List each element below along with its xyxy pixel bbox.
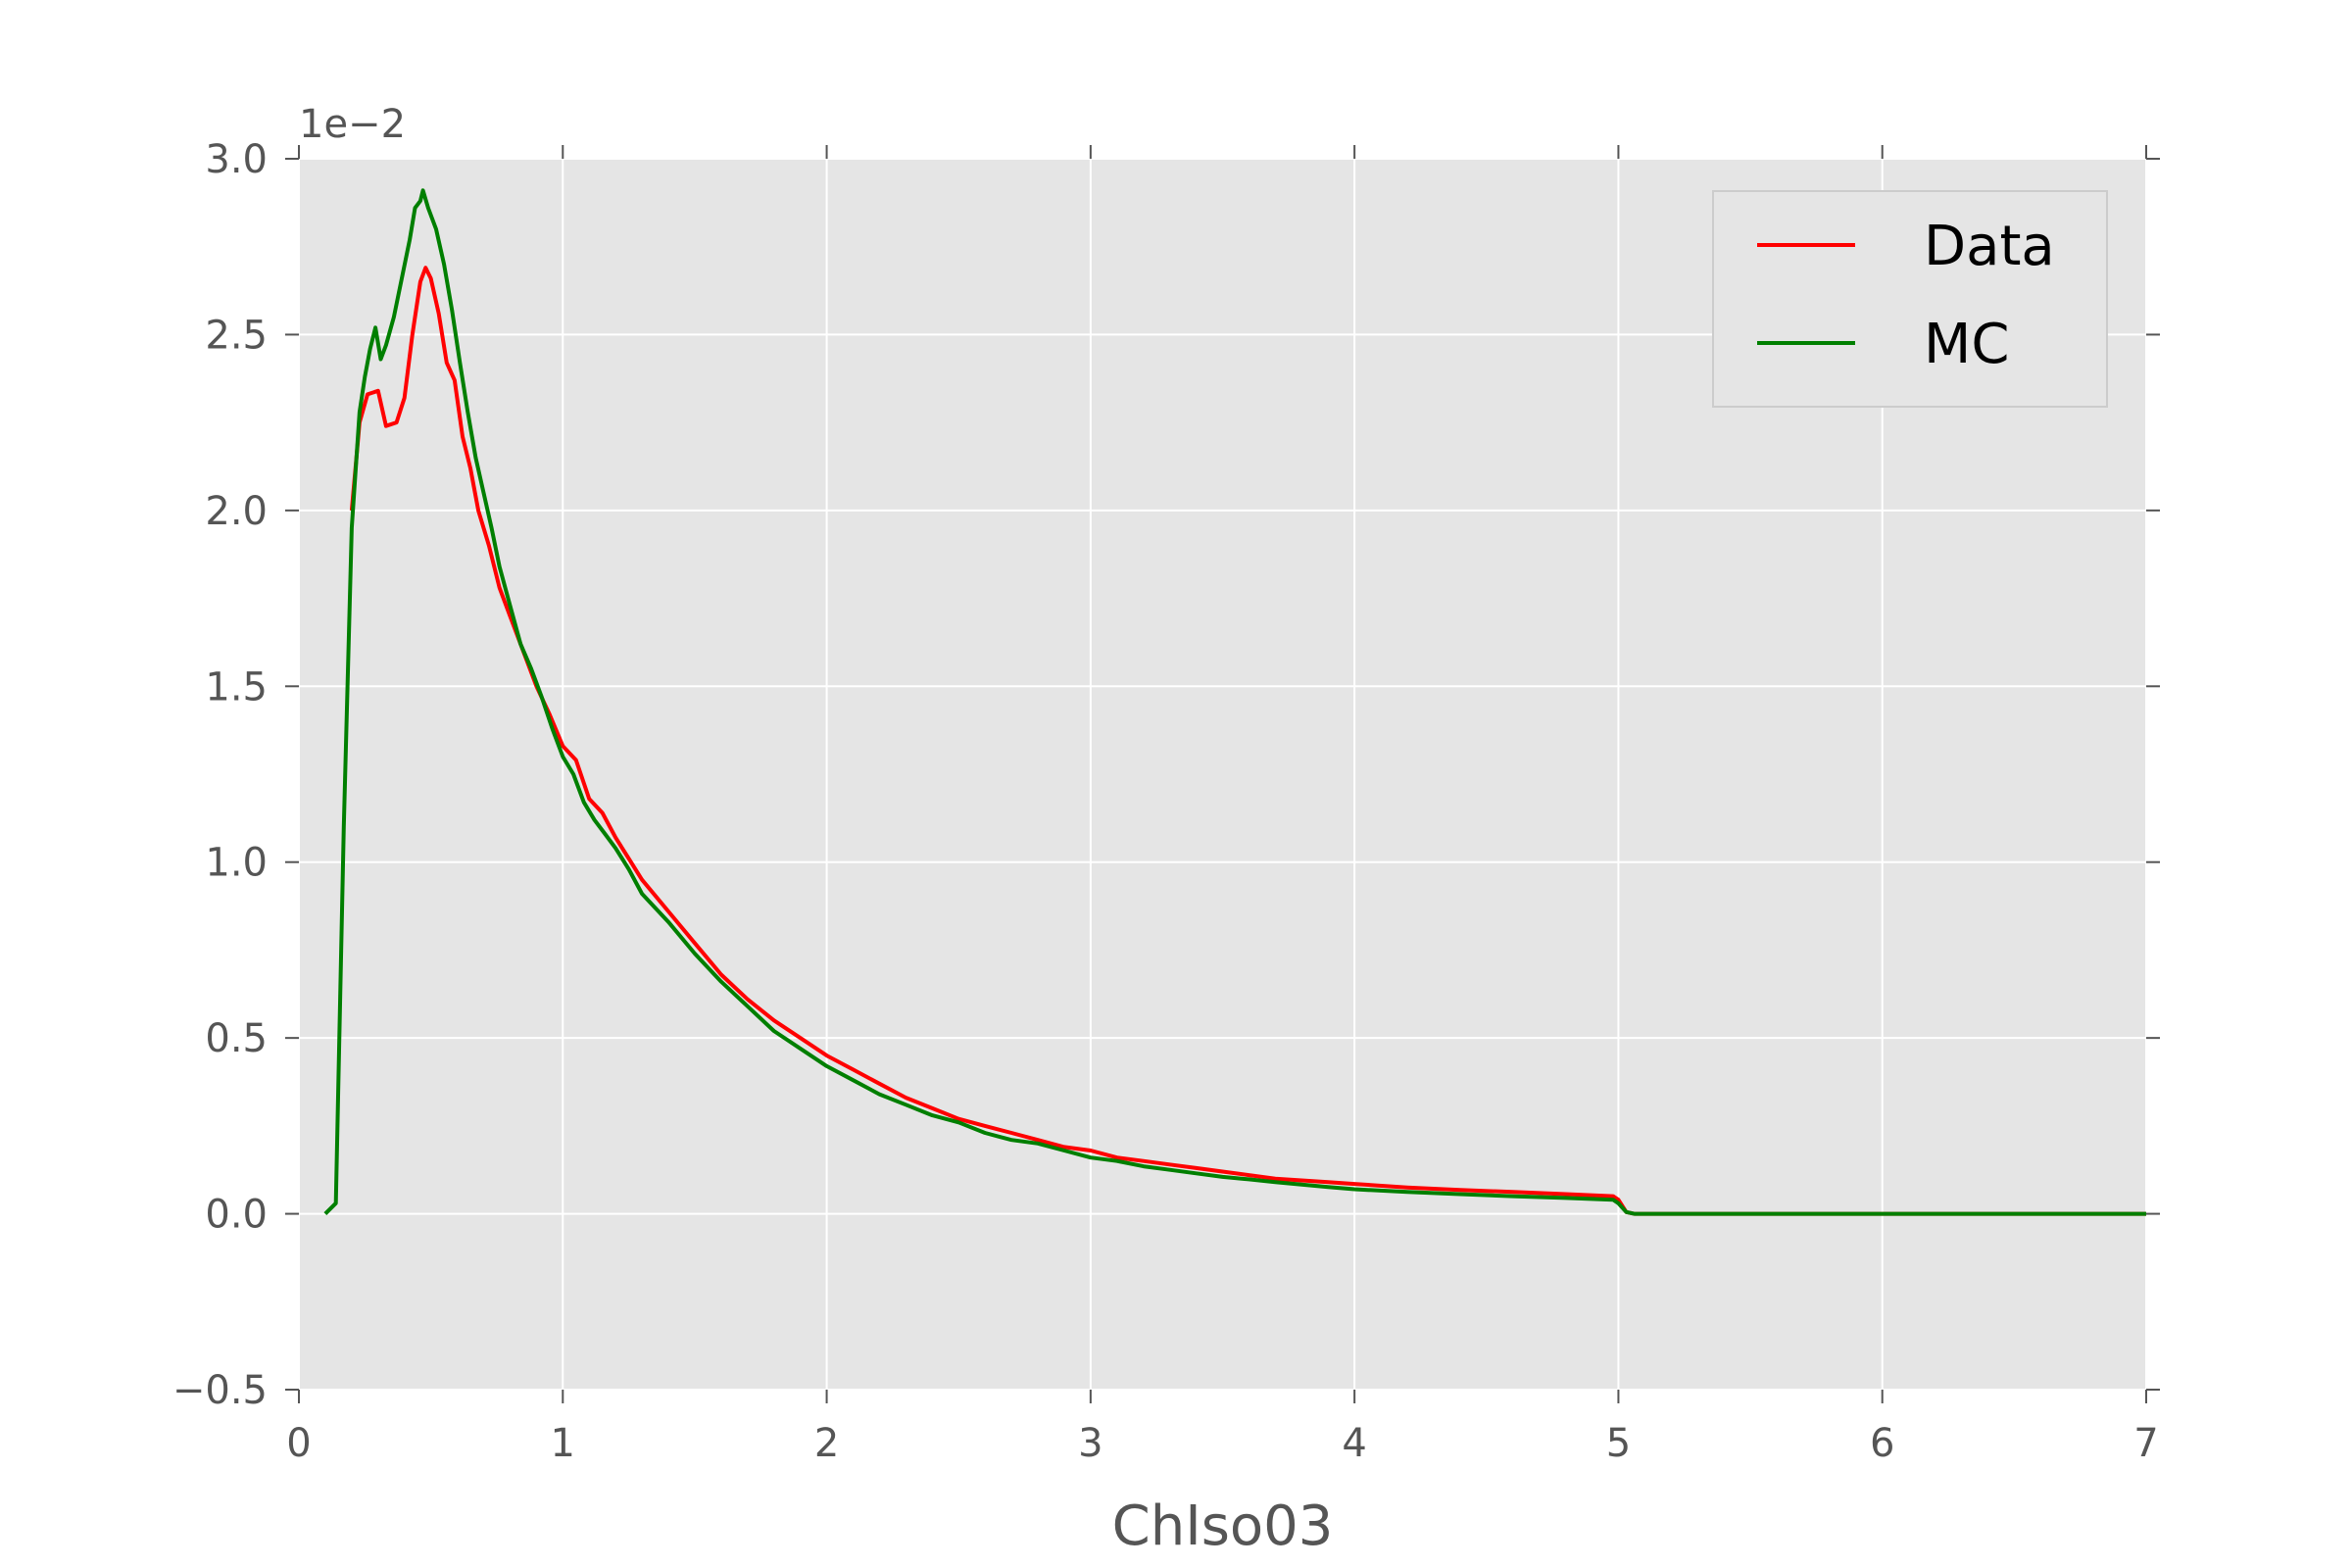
x-tick-label: 5 bbox=[1606, 1421, 1631, 1466]
y-tick-label: 1.5 bbox=[205, 664, 268, 710]
y-tick-label: 0.0 bbox=[205, 1193, 268, 1238]
x-tick-label: 3 bbox=[1078, 1421, 1102, 1466]
grid bbox=[298, 158, 2147, 1391]
y-tick-label: 3.0 bbox=[205, 137, 268, 182]
y-tick-label: 1.0 bbox=[205, 841, 268, 886]
x-tick-label: 7 bbox=[2133, 1421, 2158, 1466]
legend-label-data: Data bbox=[1924, 215, 2055, 278]
x-tick-label: 1 bbox=[551, 1421, 575, 1466]
y-tick-label: 2.5 bbox=[205, 313, 268, 358]
y-tick-label: 2.0 bbox=[205, 489, 268, 534]
x-axis-title: ChIso03 bbox=[1112, 1494, 1334, 1558]
y-offset-label: 1e−2 bbox=[299, 102, 406, 147]
legend-label-mc: MC bbox=[1924, 313, 2009, 376]
y-tick-label: −0.5 bbox=[172, 1368, 268, 1413]
x-tick-label: 4 bbox=[1342, 1421, 1366, 1466]
series-lines bbox=[323, 188, 2146, 1216]
series-line-data bbox=[349, 266, 2146, 1216]
legend-box bbox=[1712, 190, 2108, 408]
x-tick-label: 0 bbox=[286, 1421, 311, 1466]
legend: Data MC bbox=[1712, 190, 2108, 408]
axis-ticks bbox=[285, 145, 2160, 1403]
series-line-mc bbox=[323, 188, 2146, 1216]
x-tick-label: 2 bbox=[814, 1421, 839, 1466]
tick-labels: 0 1 2 3 4 5 6 7 −0.5 0.0 0.5 1.0 1.5 2.0 2.5 3.0 bbox=[172, 137, 2159, 1466]
x-tick-label: 6 bbox=[1870, 1421, 1894, 1466]
y-tick-label: 0.5 bbox=[205, 1016, 268, 1061]
